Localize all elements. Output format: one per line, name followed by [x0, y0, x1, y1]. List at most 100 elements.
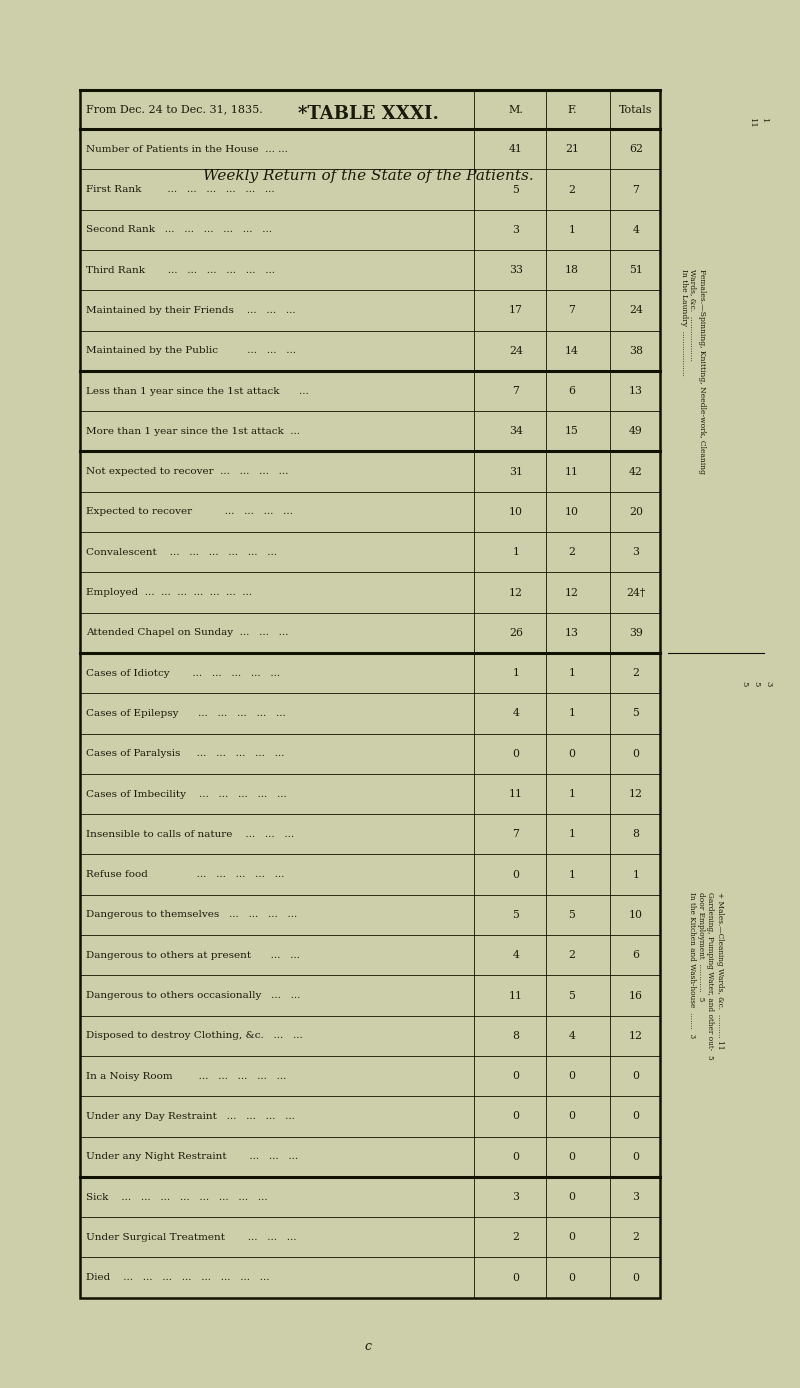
Text: 0: 0	[569, 1192, 575, 1202]
Text: 1: 1	[569, 870, 575, 880]
Text: 1: 1	[569, 830, 575, 840]
Text: 18: 18	[565, 265, 579, 275]
Text: Dangerous to others at present      ...   ...: Dangerous to others at present ... ...	[86, 951, 300, 959]
Text: 10: 10	[509, 507, 523, 516]
Text: 1: 1	[569, 708, 575, 719]
Text: 1: 1	[569, 225, 575, 235]
Text: 0: 0	[513, 1072, 519, 1081]
Text: Under Surgical Treatment       ...   ...   ...: Under Surgical Treatment ... ... ...	[86, 1233, 297, 1242]
Text: 3: 3	[764, 680, 772, 686]
Text: 16: 16	[629, 991, 643, 1001]
Text: c: c	[365, 1339, 371, 1353]
Text: 5: 5	[633, 708, 639, 719]
Text: 26: 26	[509, 627, 523, 638]
Text: 3: 3	[513, 225, 519, 235]
Text: 11: 11	[509, 788, 523, 799]
Text: Totals: Totals	[619, 104, 653, 115]
Text: 12: 12	[629, 788, 643, 799]
Text: 49: 49	[629, 426, 643, 436]
Text: 4: 4	[569, 1031, 575, 1041]
Text: 17: 17	[509, 305, 523, 315]
Text: 5: 5	[569, 911, 575, 920]
Text: 24: 24	[509, 346, 523, 355]
Text: 24†: 24†	[626, 587, 646, 597]
Text: Cases of Paralysis     ...   ...   ...   ...   ...: Cases of Paralysis ... ... ... ... ...	[86, 750, 285, 758]
Text: 1: 1	[569, 668, 575, 679]
Text: From Dec. 24 to Dec. 31, 1835.: From Dec. 24 to Dec. 31, 1835.	[86, 104, 263, 115]
Text: 1: 1	[569, 788, 575, 799]
Text: 5: 5	[569, 991, 575, 1001]
Text: 1: 1	[633, 870, 639, 880]
Text: Not expected to recover  ...   ...   ...   ...: Not expected to recover ... ... ... ...	[86, 468, 289, 476]
Text: F.: F.	[567, 104, 577, 115]
Text: Females.—Spinning, Knitting, Needle-work, Cleaning
Wards, &c.  .................: Females.—Spinning, Knitting, Needle-work…	[680, 269, 706, 475]
Text: 0: 0	[513, 748, 519, 759]
Text: Cases of Idiotcy       ...   ...   ...   ...   ...: Cases of Idiotcy ... ... ... ... ...	[86, 669, 281, 677]
Text: 14: 14	[565, 346, 579, 355]
Bar	[80, 90, 660, 1298]
Text: 24: 24	[629, 305, 643, 315]
Text: 0: 0	[633, 1112, 639, 1122]
Text: Sick    ...   ...   ...   ...   ...   ...   ...   ...: Sick ... ... ... ... ... ... ... ...	[86, 1192, 268, 1202]
Text: 2: 2	[513, 1233, 519, 1242]
Text: 10: 10	[565, 507, 579, 516]
Text: Attended Chapel on Sunday  ...   ...   ...: Attended Chapel on Sunday ... ... ...	[86, 629, 289, 637]
Text: Refuse food               ...   ...   ...   ...   ...: Refuse food ... ... ... ... ...	[86, 870, 285, 879]
Text: Employed  ...  ...  ...  ...  ...  ...  ...: Employed ... ... ... ... ... ... ...	[86, 589, 253, 597]
Text: 7: 7	[633, 185, 639, 194]
Text: 41: 41	[509, 144, 523, 154]
Text: 1: 1	[513, 668, 519, 679]
Text: 2: 2	[633, 668, 639, 679]
Text: 12: 12	[509, 587, 523, 597]
Text: 15: 15	[565, 426, 579, 436]
Text: Under any Night Restraint       ...   ...   ...: Under any Night Restraint ... ... ...	[86, 1152, 298, 1162]
Text: 6: 6	[569, 386, 575, 396]
Text: *TABLE XXXI.: *TABLE XXXI.	[298, 105, 438, 122]
Text: 7: 7	[569, 305, 575, 315]
Text: + Males.—Cleaning Wards, &c.  .......... 11
Gardening, Pumping Water, and other : + Males.—Cleaning Wards, &c. .......... …	[688, 891, 724, 1059]
Text: 0: 0	[513, 1273, 519, 1283]
Text: 7: 7	[513, 386, 519, 396]
Text: Cases of Imbecility    ...   ...   ...   ...   ...: Cases of Imbecility ... ... ... ... ...	[86, 790, 287, 798]
Text: 42: 42	[629, 466, 643, 476]
Text: 0: 0	[569, 1273, 575, 1283]
Text: 1: 1	[513, 547, 519, 557]
Text: 2: 2	[569, 185, 575, 194]
Text: Second Rank   ...   ...   ...   ...   ...   ...: Second Rank ... ... ... ... ... ...	[86, 225, 272, 235]
Text: 0: 0	[513, 1112, 519, 1122]
Text: 1: 1	[760, 118, 768, 124]
Text: Weekly Return of the State of the Patients.: Weekly Return of the State of the Patien…	[202, 169, 534, 183]
Text: 3: 3	[633, 547, 639, 557]
Text: 33: 33	[509, 265, 523, 275]
Text: 0: 0	[513, 1152, 519, 1162]
Text: 11: 11	[748, 118, 756, 129]
Text: 2: 2	[569, 547, 575, 557]
Text: Dangerous to themselves   ...   ...   ...   ...: Dangerous to themselves ... ... ... ...	[86, 911, 298, 919]
Text: Dangerous to others occasionally   ...   ...: Dangerous to others occasionally ... ...	[86, 991, 301, 999]
Text: 10: 10	[629, 911, 643, 920]
Text: 13: 13	[629, 386, 643, 396]
Text: 12: 12	[629, 1031, 643, 1041]
Text: 21: 21	[565, 144, 579, 154]
Text: 3: 3	[513, 1192, 519, 1202]
Text: 6: 6	[633, 951, 639, 960]
Text: 20: 20	[629, 507, 643, 516]
Text: 8: 8	[513, 1031, 519, 1041]
Text: 5: 5	[513, 911, 519, 920]
Text: 39: 39	[629, 627, 643, 638]
Text: 13: 13	[565, 627, 579, 638]
Text: 8: 8	[633, 830, 639, 840]
Text: 0: 0	[633, 748, 639, 759]
Text: Under any Day Restraint   ...   ...   ...   ...: Under any Day Restraint ... ... ... ...	[86, 1112, 295, 1122]
Text: First Rank        ...   ...   ...   ...   ...   ...: First Rank ... ... ... ... ... ...	[86, 185, 275, 194]
Text: 38: 38	[629, 346, 643, 355]
Text: 31: 31	[509, 466, 523, 476]
Text: 0: 0	[569, 1112, 575, 1122]
Text: Number of Patients in the House  ... ...: Number of Patients in the House ... ...	[86, 144, 288, 154]
Text: 4: 4	[513, 708, 519, 719]
Text: 0: 0	[633, 1072, 639, 1081]
Text: 0: 0	[569, 1233, 575, 1242]
Text: 12: 12	[565, 587, 579, 597]
Text: 2: 2	[569, 951, 575, 960]
Text: 5: 5	[752, 680, 760, 686]
